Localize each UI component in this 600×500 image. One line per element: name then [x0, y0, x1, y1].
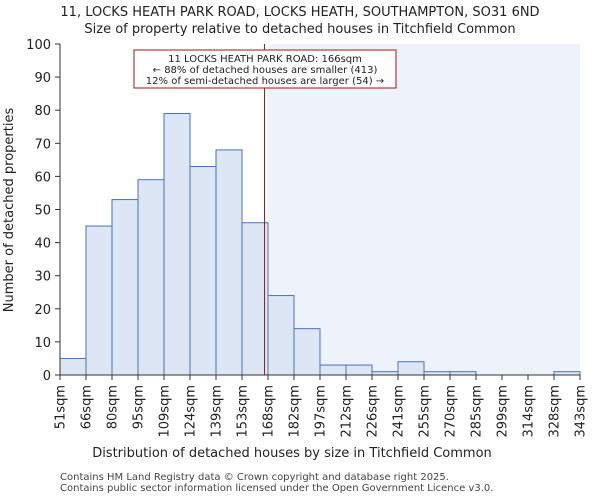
- x-tick-label-66sqm: 66sqm: [80, 385, 95, 429]
- x-tick-label-139sqm: 139sqm: [210, 385, 225, 438]
- y-tick-label-100: 100: [26, 38, 51, 53]
- x-tick-label-95sqm: 95sqm: [132, 385, 147, 429]
- x-tick-label-285sqm: 285sqm: [470, 385, 485, 438]
- x-tick-label-51sqm: 51sqm: [54, 385, 69, 429]
- x-tick-label-314sqm: 314sqm: [522, 385, 537, 438]
- y-tick-label-0: 0: [43, 369, 51, 384]
- x-tick-label-182sqm: 182sqm: [288, 385, 303, 438]
- x-tick-label-197sqm: 197sqm: [314, 385, 329, 438]
- bar-51sqm: [59, 357, 87, 376]
- y-tick-label-30: 30: [34, 270, 51, 285]
- x-tick-label-124sqm: 124sqm: [184, 385, 199, 438]
- chart-subtitle: Size of property relative to detached ho…: [84, 22, 515, 37]
- bar-212sqm: [345, 364, 373, 376]
- x-tick-label-109sqm: 109sqm: [158, 385, 173, 438]
- bar-95sqm: [137, 179, 165, 376]
- bar-139sqm: [215, 149, 243, 376]
- bar-241sqm: [397, 361, 425, 376]
- y-tick-label-90: 90: [34, 71, 51, 86]
- x-ticks-group: 51sqm 66sqm 80sqm 95sqm 109sqm 124sqm 139sqm 15…: [54, 375, 589, 438]
- bar-109sqm: [163, 113, 191, 376]
- bar-80sqm: [111, 199, 139, 376]
- footer-copyright: Contains HM Land Registry data © Crown c…: [60, 472, 449, 483]
- x-tick-label-80sqm: 80sqm: [106, 385, 121, 429]
- annotation-border: [133, 49, 397, 89]
- y-tick-label-80: 80: [34, 104, 51, 119]
- x-tick-label-168sqm: 168sqm: [262, 385, 277, 438]
- bars-group: [59, 113, 581, 376]
- annotation-line-2: ← 88% of detached houses are smaller (41…: [153, 65, 378, 76]
- x-tick-label-328sqm: 328sqm: [548, 385, 563, 438]
- x-tick-label-343sqm: 343sqm: [574, 385, 589, 438]
- y-tick-label-60: 60: [34, 170, 51, 185]
- x-tick-label-226sqm: 226sqm: [366, 385, 381, 438]
- highlight-region: [268, 44, 580, 375]
- annotation-line-1: 11 LOCKS HEATH PARK ROAD: 166sqm: [168, 54, 362, 65]
- bar-168sqm: [267, 295, 295, 376]
- y-tick-label-10: 10: [34, 336, 51, 351]
- y-tick-label-70: 70: [34, 137, 51, 152]
- x-tick-label-241sqm: 241sqm: [392, 385, 407, 438]
- y-ticks-group: 0 10 20 30 40 50 60 70 80 90 100: [26, 38, 60, 384]
- annotation-box: 11 LOCKS HEATH PARK ROAD: 166sqm ← 88% o…: [133, 49, 397, 89]
- y-tick-label-40: 40: [34, 237, 51, 252]
- x-tick-label-299sqm: 299sqm: [496, 385, 511, 438]
- y-tick-label-50: 50: [34, 204, 51, 219]
- y-axis-label: Number of detached properties: [2, 108, 17, 313]
- y-tick-label-20: 20: [34, 303, 51, 318]
- x-tick-label-212sqm: 212sqm: [340, 385, 355, 438]
- x-axis-label: Distribution of detached houses by size …: [92, 446, 492, 461]
- bar-197sqm: [319, 364, 347, 376]
- x-tick-label-255sqm: 255sqm: [418, 385, 433, 438]
- bar-182sqm: [293, 328, 321, 376]
- chart-title: 11, LOCKS HEATH PARK ROAD, LOCKS HEATH, …: [60, 5, 539, 20]
- x-tick-label-153sqm: 153sqm: [236, 385, 251, 438]
- bar-66sqm: [85, 225, 113, 376]
- footer-licence: Contains public sector information licen…: [60, 483, 494, 494]
- bar-124sqm: [189, 165, 217, 376]
- annotation-line-3: 12% of semi-detached houses are larger (…: [146, 76, 384, 87]
- x-tick-label-270sqm: 270sqm: [444, 385, 459, 438]
